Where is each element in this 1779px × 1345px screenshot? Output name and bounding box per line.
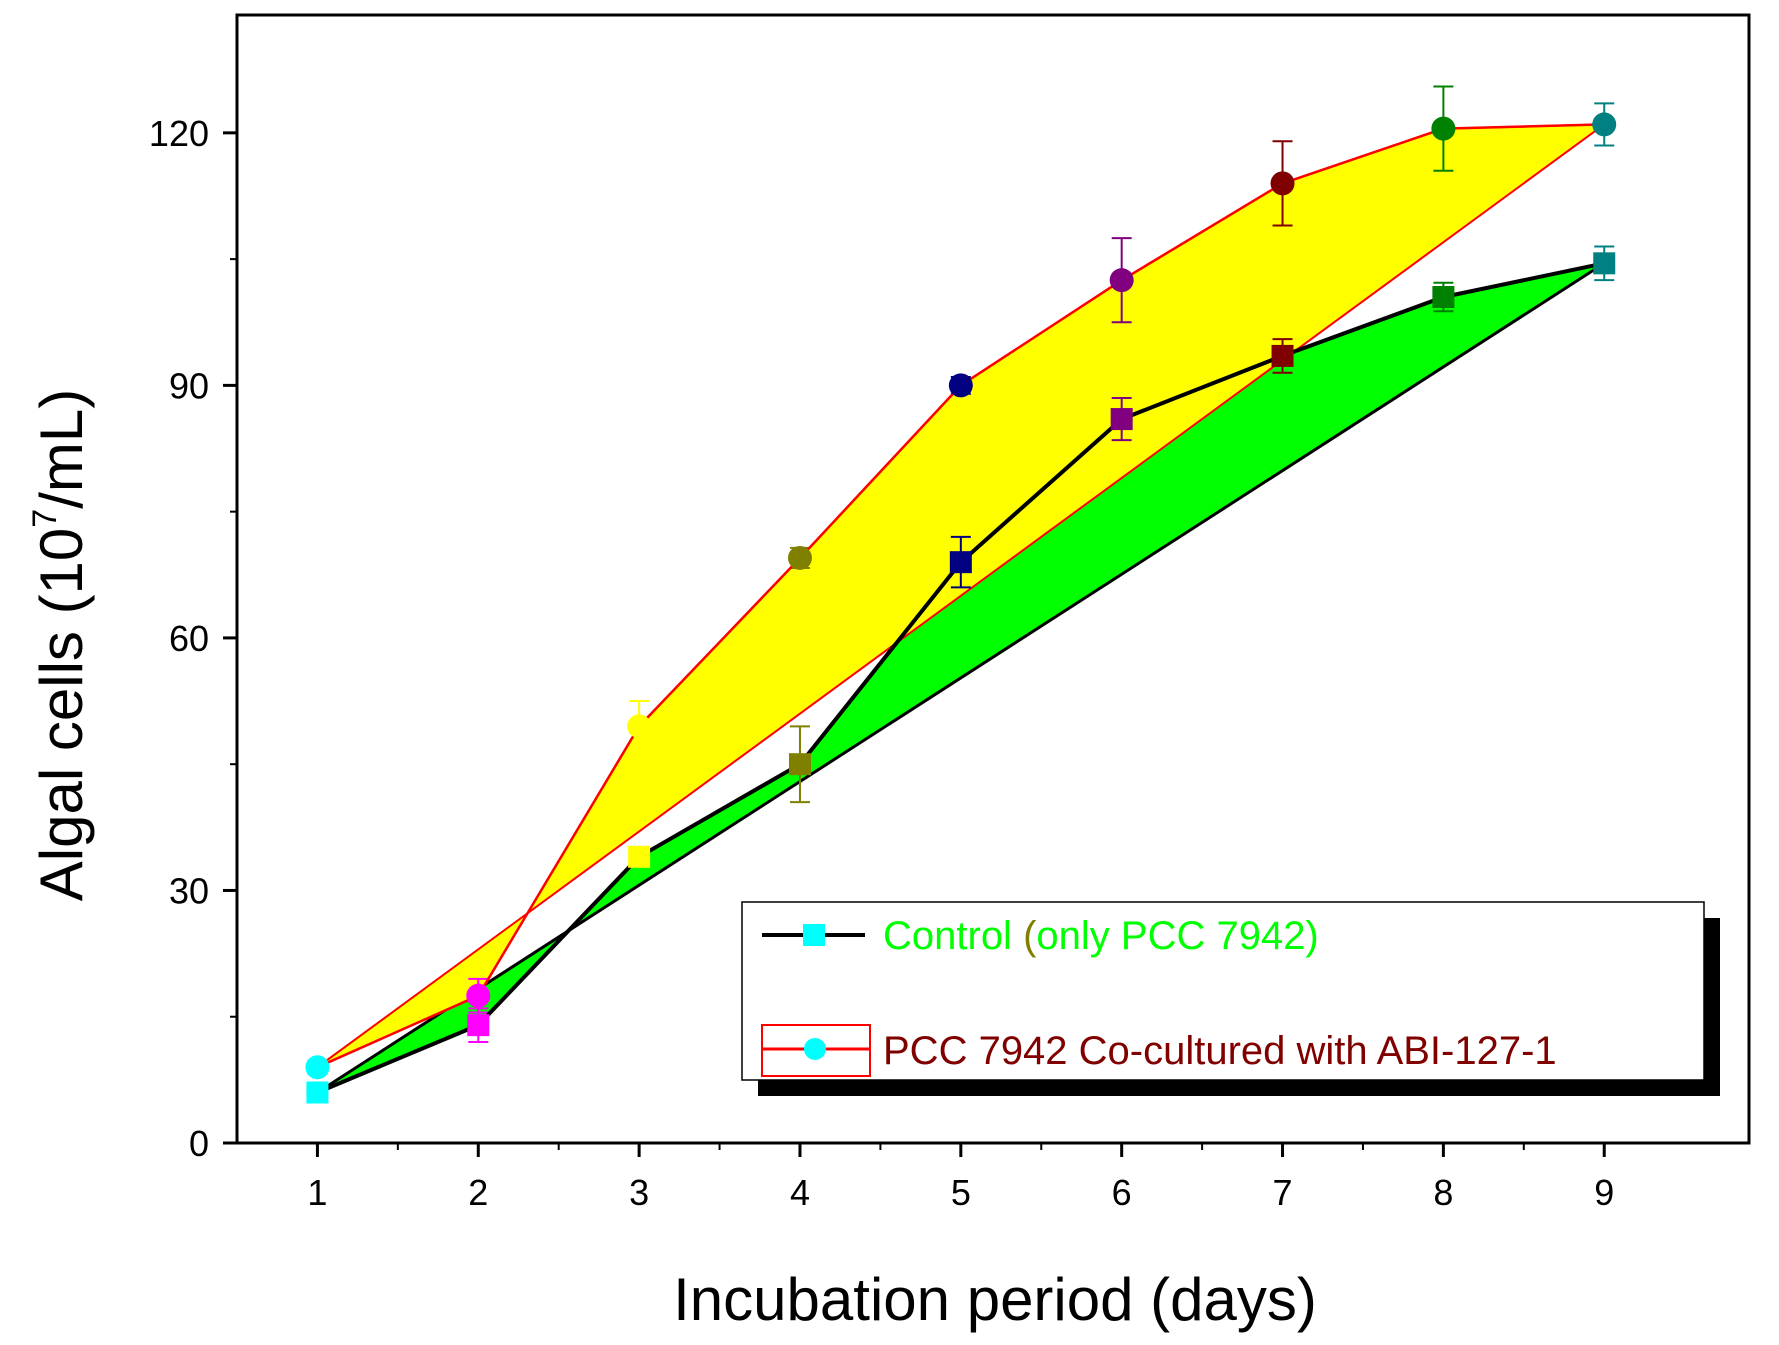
y-axis-title-main: Algal cells (10 <box>28 528 95 902</box>
x-tick-label-7: 7 <box>1273 1172 1293 1213</box>
y-tick-label-30: 30 <box>169 870 209 911</box>
legend-label-control-paren: ( <box>1012 914 1037 958</box>
marker-circle-day-6 <box>1109 268 1134 293</box>
x-tick-label-4: 4 <box>790 1172 810 1213</box>
data-markers <box>305 112 1617 1104</box>
marker-circle-day-3 <box>627 714 652 739</box>
y-tick-label-90: 90 <box>169 365 209 406</box>
y-axis-title: Algal cells (107/mL) <box>26 389 95 901</box>
marker-square-day-8 <box>1432 286 1455 308</box>
marker-square-day-9 <box>1593 252 1616 275</box>
x-tick-label-9: 9 <box>1594 1172 1614 1213</box>
legend: Control (only PCC 7942) PCC 7942 Co-cult… <box>741 901 1720 1096</box>
x-tick-label-6: 6 <box>1112 1172 1132 1213</box>
legend-marker-control <box>803 924 825 946</box>
marker-square-day-4 <box>788 753 811 776</box>
legend-box <box>741 901 1705 1081</box>
marker-square-day-1 <box>306 1081 329 1104</box>
y-tick-label-0: 0 <box>189 1123 209 1164</box>
y-axis-title-end: /mL) <box>28 389 95 509</box>
y-tick-label-60: 60 <box>169 618 209 659</box>
legend-label-control-part3: only PCC 7942) <box>1036 914 1318 958</box>
x-tick-label-8: 8 <box>1433 1172 1453 1213</box>
marker-square-day-3 <box>628 845 651 868</box>
legend-marker-coculture <box>804 1038 826 1060</box>
marker-circle-day-7 <box>1270 171 1295 196</box>
marker-square-day-5 <box>949 551 972 574</box>
x-tick-label-2: 2 <box>468 1172 488 1213</box>
plot-frame <box>235 13 1751 1145</box>
x-tick-label-1: 1 <box>307 1172 327 1213</box>
legend-label-coculture: PCC 7942 Co-cultured with ABI-127-1 <box>883 1029 1557 1073</box>
marker-circle-day-9 <box>1592 112 1617 137</box>
legend-label-control-part1: Control <box>883 914 1012 958</box>
x-tick-label-3: 3 <box>629 1172 649 1213</box>
marker-circle-day-1 <box>305 1055 330 1080</box>
legend-label-control: Control (only PCC 7942) <box>883 914 1319 958</box>
marker-circle-day-4 <box>787 545 812 570</box>
x-axis-title: Incubation period (days) <box>673 1266 1317 1333</box>
marker-circle-day-5 <box>948 373 973 398</box>
x-tick-label-5: 5 <box>951 1172 971 1213</box>
y-tick-label-120: 120 <box>149 113 209 154</box>
marker-square-day-6 <box>1110 408 1133 431</box>
marker-circle-day-8 <box>1431 116 1456 141</box>
y-axis-title-exponent: 7 <box>26 509 64 528</box>
marker-square-day-7 <box>1271 344 1294 367</box>
marker-square-day-2 <box>467 1014 490 1037</box>
marker-circle-day-2 <box>466 983 491 1008</box>
